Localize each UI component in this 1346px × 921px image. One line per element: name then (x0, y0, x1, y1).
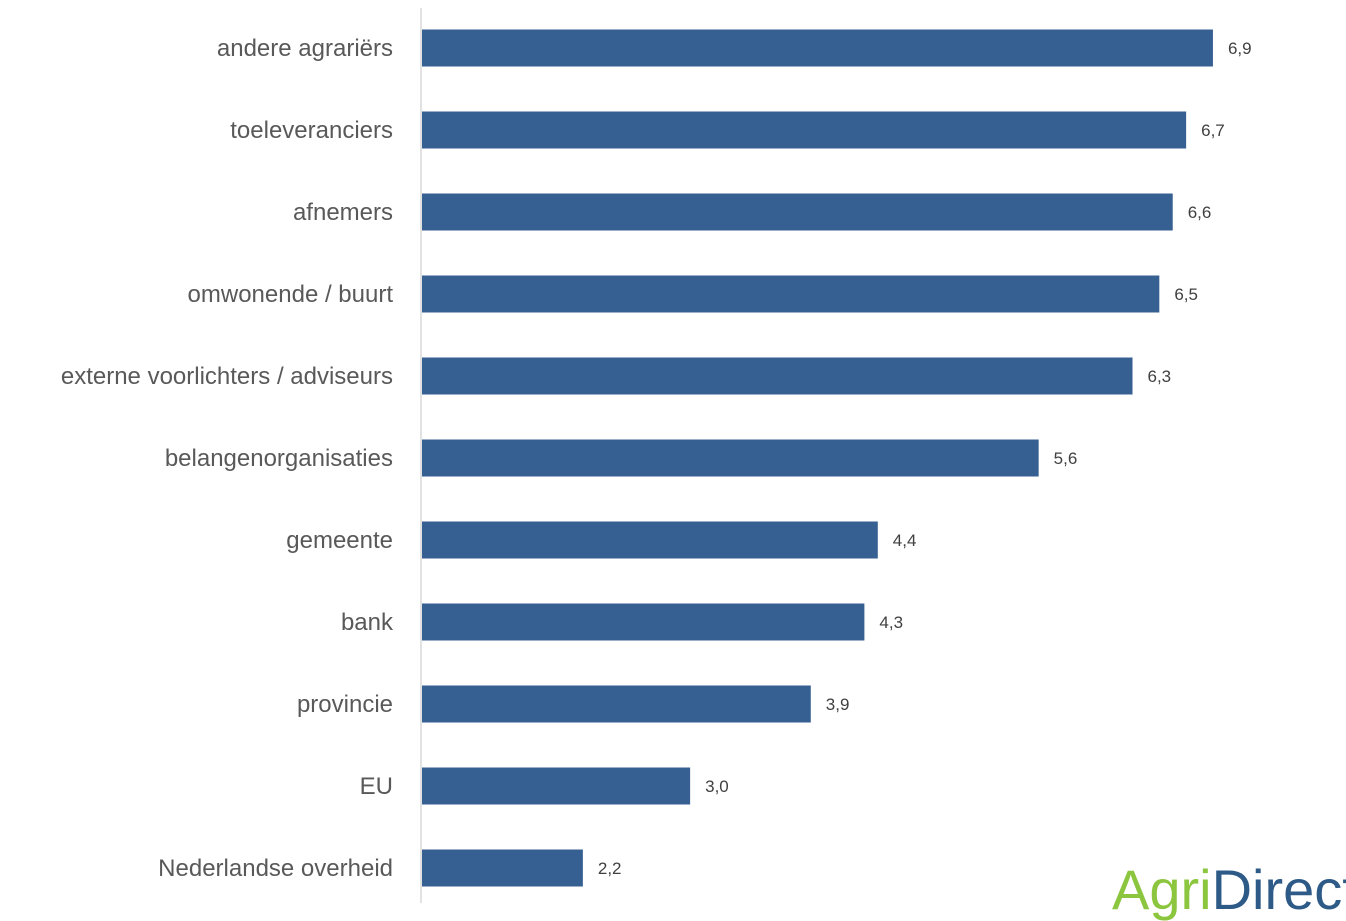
category-label: afnemers (293, 199, 393, 226)
value-label: 2,2 (598, 859, 622, 878)
bar (422, 767, 691, 805)
category-label: externe voorlichters / adviseurs (61, 363, 393, 390)
bar (422, 685, 811, 723)
bar (422, 439, 1039, 477)
value-label: 6,6 (1188, 203, 1212, 222)
value-label: 6,7 (1201, 121, 1225, 140)
bar (422, 849, 583, 887)
category-label: omwonende / buurt (188, 281, 394, 308)
value-label: 6,9 (1228, 39, 1252, 58)
value-label: 5,6 (1054, 449, 1078, 468)
bar (422, 29, 1213, 67)
value-label: 3,9 (826, 695, 850, 714)
bar (422, 275, 1160, 313)
value-label: 6,5 (1174, 285, 1198, 304)
category-label: bank (341, 609, 394, 636)
category-label: Nederlandse overheid (158, 855, 393, 882)
agridirect-logo: AgriDirect (1112, 862, 1346, 918)
logo-part-agri: Agri (1112, 858, 1212, 921)
category-label: andere agrariërs (217, 35, 393, 62)
category-label: belangenorganisaties (165, 445, 393, 472)
value-labels-group: 6,9 6,7 6,6 6,5 6,3 5,6 4,4 4,3 3,9 3,0 2,2 (598, 39, 1252, 878)
value-label: 4,3 (879, 613, 903, 632)
value-label: 6,3 (1148, 367, 1172, 386)
category-label: EU (360, 773, 393, 800)
bar (422, 521, 878, 559)
category-label: provincie (297, 691, 393, 718)
bar (422, 603, 865, 641)
logo-part-direct: Direct (1211, 858, 1346, 921)
category-label: gemeente (286, 527, 393, 554)
bar (422, 357, 1133, 395)
category-labels-group: andere agrariërs toeleveranciers afnemers o… (61, 35, 394, 882)
category-label: toeleveranciers (230, 117, 393, 144)
bars-group (422, 29, 1213, 887)
bar (422, 111, 1187, 149)
value-label: 4,4 (893, 531, 917, 550)
value-label: 3,0 (705, 777, 729, 796)
bar (422, 193, 1173, 231)
